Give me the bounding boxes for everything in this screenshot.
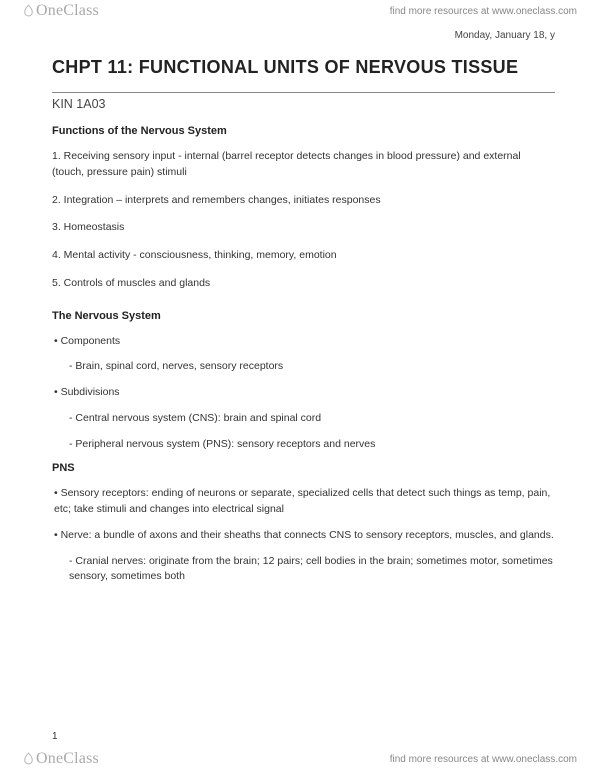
brand-tagline: find more resources at www.oneclass.com — [390, 6, 577, 17]
bullet-level1: • Nerve: a bundle of axons and their she… — [52, 528, 555, 544]
page-title: CHPT 11: FUNCTIONAL UNITS OF NERVOUS TIS… — [52, 57, 555, 78]
bullet-level1: • Components — [52, 334, 555, 350]
list-item: 5. Controls of muscles and glands — [52, 276, 555, 292]
horizontal-rule — [52, 92, 555, 93]
bullet-level2: - Brain, spinal cord, nerves, sensory re… — [52, 359, 555, 375]
list-item: 3. Homeostasis — [52, 220, 555, 236]
date-line: Monday, January 18, y — [52, 30, 555, 41]
list-item: 4. Mental activity - consciousness, thin… — [52, 248, 555, 264]
section-heading: Functions of the Nervous System — [52, 125, 555, 137]
bullet-level1: • Sensory receptors: ending of neurons o… — [52, 486, 555, 518]
bullet-level2: - Central nervous system (CNS): brain an… — [52, 411, 555, 427]
footer-bar: OneClass find more resources at www.onec… — [0, 748, 595, 770]
document-body: Monday, January 18, y CHPT 11: FUNCTIONA… — [52, 30, 555, 595]
leaf-icon — [22, 4, 35, 17]
header-bar: OneClass find more resources at www.onec… — [0, 0, 595, 22]
list-item: 1. Receiving sensory input - internal (b… — [52, 149, 555, 181]
section-heading: The Nervous System — [52, 310, 555, 322]
bullet-level2: - Cranial nerves: originate from the bra… — [52, 554, 555, 586]
brand-name: OneClass — [36, 750, 99, 767]
brand-name: OneClass — [36, 2, 99, 19]
page-number: 1 — [52, 731, 58, 742]
list-item: 2. Integration – interprets and remember… — [52, 193, 555, 209]
leaf-icon — [22, 752, 35, 765]
brand-logo: OneClass — [22, 2, 99, 20]
bullet-level2: - Peripheral nervous system (PNS): senso… — [52, 437, 555, 453]
bullet-level1: • Subdivisions — [52, 385, 555, 401]
section-heading: PNS — [52, 462, 555, 474]
brand-tagline: find more resources at www.oneclass.com — [390, 754, 577, 765]
brand-logo: OneClass — [22, 750, 99, 768]
course-code: KIN 1A03 — [52, 97, 555, 111]
